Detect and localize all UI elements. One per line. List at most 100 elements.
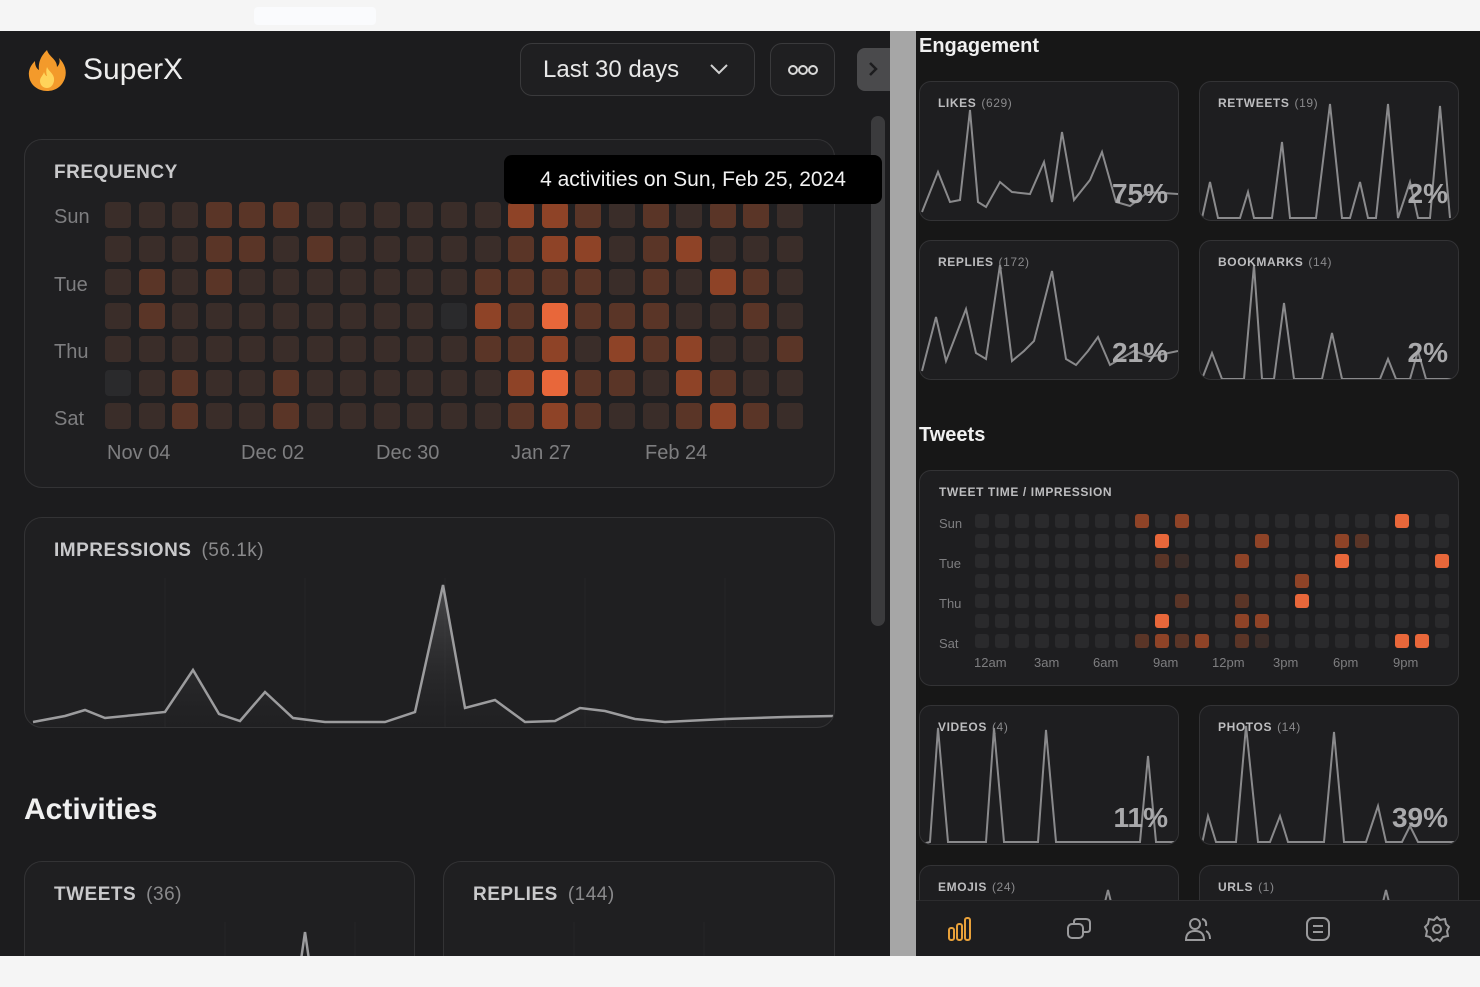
tweet-time-cell[interactable] [1395,574,1409,588]
tweet-time-cell[interactable] [1355,574,1369,588]
tweet-time-cell[interactable] [1375,534,1389,548]
tweet-time-cell[interactable] [1295,574,1309,588]
heatmap-cell[interactable] [407,302,434,329]
tweet-time-cell[interactable] [1295,614,1309,628]
heatmap-cell[interactable] [138,336,165,362]
tweet-time-cell[interactable] [1215,614,1229,628]
heatmap-cell[interactable] [273,403,299,429]
heatmap-cell[interactable] [575,269,602,295]
tweet-time-cell[interactable] [975,614,989,628]
tweet-time-cell[interactable] [1315,534,1329,548]
tweet-time-cell[interactable] [1235,574,1249,588]
heatmap-cell[interactable] [777,369,803,396]
tweet-time-cell[interactable] [1035,594,1049,608]
heatmap-cell[interactable] [138,269,165,295]
heatmap-cell[interactable] [474,235,501,262]
heatmap-cell[interactable] [273,235,299,262]
tweet-time-cell[interactable] [1055,574,1069,588]
tweet-time-cell[interactable] [1115,614,1129,628]
heatmap-cell[interactable] [306,202,333,228]
heatmap-cell[interactable] [777,302,803,329]
tweet-time-cell[interactable] [995,514,1009,528]
tweet-time-cell[interactable] [995,594,1009,608]
heatmap-cell[interactable] [777,235,803,262]
heatmap-cell[interactable] [239,269,266,295]
tweet-time-cell[interactable] [1135,614,1149,628]
tweet-time-cell[interactable] [1315,514,1329,528]
heatmap-cell[interactable] [575,235,602,262]
heatmap-cell[interactable] [642,235,669,262]
heatmap-cell[interactable] [709,403,736,429]
heatmap-cell[interactable] [407,269,434,295]
heatmap-cell[interactable] [575,369,602,396]
heatmap-cell[interactable] [642,302,669,329]
tweet-time-cell[interactable] [1355,614,1369,628]
tweet-time-cell[interactable] [1155,574,1169,588]
heatmap-cell[interactable] [205,269,232,295]
heatmap-cell[interactable] [172,269,199,295]
heatmap-cell[interactable] [676,269,703,295]
heatmap-cell[interactable] [138,403,165,429]
tweet-time-cell[interactable] [1095,534,1109,548]
heatmap-cell[interactable] [306,269,333,295]
heatmap-cell[interactable] [138,202,165,228]
heatmap-cell[interactable] [642,202,669,228]
heatmap-cell[interactable] [743,202,770,228]
heatmap-cell[interactable] [373,336,400,362]
tweet-time-cell[interactable] [1375,574,1389,588]
tweet-time-cell[interactable] [1095,594,1109,608]
tweet-time-cell[interactable] [1335,554,1349,568]
tweet-time-cell[interactable] [1015,534,1029,548]
tweet-time-cell[interactable] [1235,614,1249,628]
heatmap-cell[interactable] [105,202,131,228]
more-options-button[interactable] [770,43,835,96]
heatmap-cell[interactable] [474,302,501,329]
heatmap-cell[interactable] [676,202,703,228]
heatmap-cell[interactable] [340,369,367,396]
tweet-time-cell[interactable] [1195,614,1209,628]
tweet-time-cell[interactable] [1375,614,1389,628]
heatmap-cell[interactable] [508,269,535,295]
heatmap-cell[interactable] [474,202,501,228]
heatmap-cell[interactable] [407,336,434,362]
tweet-time-cell[interactable] [1075,534,1089,548]
tweet-time-cell[interactable] [975,554,989,568]
heatmap-cell[interactable] [743,403,770,429]
heatmap-cell[interactable] [609,336,635,362]
heatmap-cell[interactable] [609,269,635,295]
tweet-time-cell[interactable] [1195,514,1209,528]
tweet-time-cell[interactable] [1155,554,1169,568]
heatmap-cell[interactable] [340,202,367,228]
heatmap-cell[interactable] [508,403,535,429]
tweet-time-cell[interactable] [975,594,989,608]
heatmap-cell[interactable] [373,235,400,262]
heatmap-cell[interactable] [407,369,434,396]
tweet-time-cell[interactable] [1215,634,1229,648]
tweet-time-cell[interactable] [1255,554,1269,568]
tweet-time-cell[interactable] [1055,594,1069,608]
tweet-time-cell[interactable] [1335,574,1349,588]
tweet-time-cell[interactable] [1175,614,1189,628]
heatmap-cell[interactable] [172,403,199,429]
tweet-time-cell[interactable] [1375,594,1389,608]
tweet-time-cell[interactable] [1035,614,1049,628]
heatmap-cell[interactable] [743,369,770,396]
heatmap-cell[interactable] [743,269,770,295]
tweet-time-cell[interactable] [1315,574,1329,588]
heatmap-cell[interactable] [105,369,131,396]
heatmap-cell[interactable] [340,403,367,429]
tweet-time-cell[interactable] [1115,594,1129,608]
tweet-time-cell[interactable] [1055,634,1069,648]
tweet-time-cell[interactable] [1335,594,1349,608]
heatmap-cell[interactable] [306,403,333,429]
heatmap-cell[interactable] [138,369,165,396]
heatmap-cell[interactable] [508,302,535,329]
heatmap-cell[interactable] [777,403,803,429]
tweet-time-cell[interactable] [1075,634,1089,648]
heatmap-cell[interactable] [474,369,501,396]
tweet-time-cell[interactable] [995,574,1009,588]
tweet-time-cell[interactable] [1095,634,1109,648]
tweet-time-cell[interactable] [1115,634,1129,648]
tweet-time-cell[interactable] [995,634,1009,648]
heatmap-cell[interactable] [239,302,266,329]
